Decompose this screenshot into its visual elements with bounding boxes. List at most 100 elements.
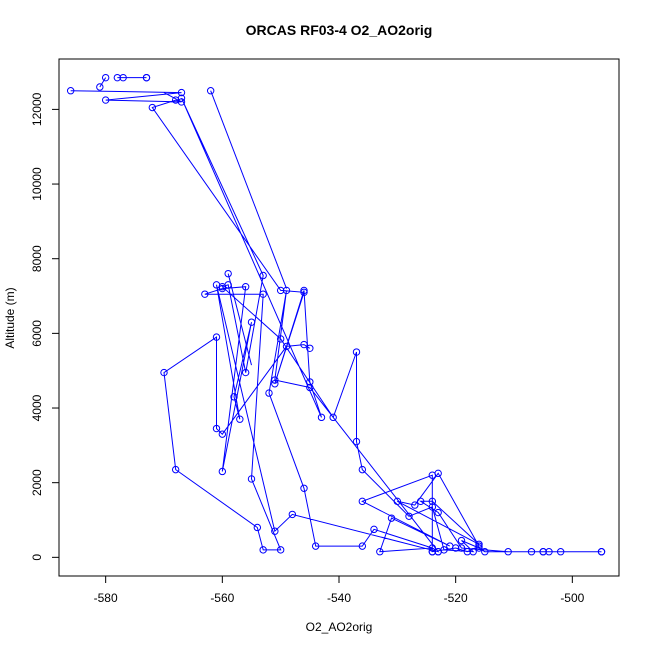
y-axis: 0 2000 4000 6000 8000 10000 12000 [30, 92, 59, 561]
plot-area [66, 73, 606, 556]
y-tick-label: 12000 [30, 92, 44, 126]
data-point [457, 544, 466, 552]
x-tick-label: -540 [327, 591, 351, 605]
data-point [276, 286, 285, 295]
data-point [113, 73, 122, 82]
data-point [556, 548, 565, 556]
data-point [306, 383, 314, 392]
data-point [96, 83, 104, 91]
data-point [160, 368, 168, 377]
data-point [317, 413, 326, 422]
data-point [504, 548, 512, 556]
x-tick-label: -520 [444, 591, 468, 605]
data-point [527, 548, 536, 556]
data-point [259, 271, 267, 280]
data-point [358, 542, 367, 550]
data-point [475, 540, 483, 548]
data-point [457, 536, 466, 545]
y-tick-label: 8000 [30, 245, 44, 272]
data-point [329, 413, 337, 422]
x-axis-label: O2_AO2orig [306, 620, 373, 634]
data-point [288, 510, 297, 519]
series-segment [163, 92, 182, 103]
series-segment [227, 273, 252, 366]
data-point [271, 376, 279, 384]
data-point [405, 512, 413, 520]
x-tick-label: -580 [94, 591, 118, 605]
data-point [434, 508, 442, 517]
data-point [265, 389, 273, 397]
data-point [306, 344, 314, 352]
data-point [475, 544, 483, 552]
data-point [101, 96, 110, 104]
data-point [142, 73, 151, 82]
data-point [218, 284, 227, 293]
data-point [247, 318, 256, 326]
data-point [276, 335, 285, 343]
x-tick-label: -500 [560, 591, 584, 605]
data-point [282, 342, 291, 351]
y-tick-label: 2000 [30, 469, 44, 496]
data-point [428, 471, 437, 479]
data-point [119, 73, 127, 82]
data-point [300, 340, 308, 349]
data-point [247, 475, 256, 483]
data-point [148, 103, 157, 112]
data-point [597, 548, 606, 556]
data-point [253, 523, 262, 532]
data-point [230, 393, 238, 401]
y-tick-label: 4000 [30, 394, 44, 421]
data-point [271, 380, 279, 388]
data-point [370, 525, 378, 534]
y-axis-label: Altitude (m) [3, 287, 17, 348]
data-point [300, 288, 308, 297]
data-point [428, 497, 437, 506]
data-point [428, 503, 437, 511]
data-point [446, 542, 454, 550]
data-point [376, 548, 384, 556]
y-tick-label: 10000 [30, 167, 44, 201]
data-point [300, 286, 308, 295]
data-point [416, 497, 425, 506]
series-segment [99, 77, 107, 88]
chart-title: ORCAS RF03-4 O2_AO2orig [246, 22, 433, 38]
data-point [539, 548, 547, 556]
data-point [224, 269, 232, 278]
series-segment [210, 90, 287, 289]
data-point [212, 281, 221, 289]
data-point [271, 527, 279, 535]
x-axis: -580 -560 -540 -520 -500 [94, 576, 585, 605]
data-point [428, 548, 437, 556]
data-point [481, 548, 489, 556]
data-point [218, 467, 227, 476]
data-point [306, 378, 314, 386]
data-point [206, 87, 215, 95]
y-tick-label: 6000 [30, 320, 44, 347]
data-point [463, 548, 472, 556]
data-point [236, 415, 244, 423]
data-point [171, 465, 180, 474]
data-point [212, 424, 221, 433]
data-point [212, 333, 221, 341]
data-point [428, 544, 437, 552]
data-point [101, 73, 110, 82]
data-point [241, 368, 250, 377]
data-point [358, 465, 367, 474]
data-point [276, 546, 285, 554]
data-point [177, 88, 186, 97]
y-tick-label: 0 [30, 554, 44, 561]
data-point [411, 501, 419, 509]
data-point [352, 437, 361, 446]
x-tick-label: -560 [210, 591, 234, 605]
data-point [475, 542, 483, 550]
data-point [387, 514, 396, 522]
data-point [300, 484, 308, 492]
data-point [358, 497, 367, 506]
series-line [70, 90, 602, 553]
plot-frame [58, 58, 620, 577]
data-point [241, 283, 250, 291]
data-point [311, 542, 320, 550]
data-point [259, 546, 267, 554]
data-point [201, 290, 209, 298]
